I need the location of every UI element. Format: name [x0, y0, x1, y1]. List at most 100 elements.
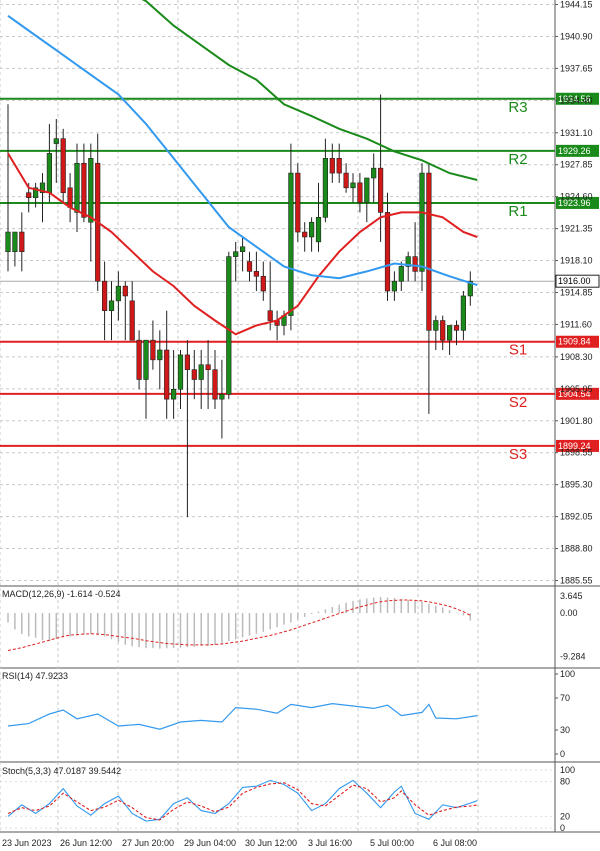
time-tick-label: 26 Jun 12:00 [60, 838, 112, 848]
candle-body [308, 221, 315, 238]
candle-body [19, 231, 25, 253]
candle-body [322, 158, 329, 218]
level-price-tag [556, 92, 599, 105]
candle-body [412, 256, 418, 272]
candle-body [115, 285, 121, 302]
price-candles [5, 94, 473, 518]
candle-body [433, 320, 439, 331]
candle-body [143, 339, 149, 380]
rsi-title: RSI(14) 47.9233 [2, 671, 68, 681]
candle-body [67, 187, 73, 208]
time-tick-label: 29 Jun 04:00 [184, 838, 236, 848]
time-tick-label: 6 Jul 08:00 [433, 838, 477, 848]
level-price-label: 1934.56 [558, 94, 591, 104]
candle-body [453, 325, 460, 331]
candle-body [46, 153, 52, 194]
time-axis: 23 Jun 2023 26 Jun 12:00 27 Jun 20:00 29 Ju… [2, 838, 477, 848]
level-price-label: 1929.26 [558, 146, 591, 156]
level-name-r3: R3 [508, 99, 527, 116]
stoch-panel: 100 80 20 0 [0, 765, 575, 833]
macd-tick-label: 0.00 [560, 608, 578, 618]
candle-body [150, 339, 156, 361]
candle-body [398, 266, 404, 282]
price-tick-label: 1914.85 [560, 288, 593, 298]
macd-title: MACD(12,26,9) -1.614 -0.524 [2, 589, 121, 599]
price-tick-label: 1931.10 [560, 128, 593, 138]
price-tick-label: 1905.05 [560, 384, 593, 394]
price-tick-label: 1911.60 [560, 319, 592, 329]
price-tick-label: 1892.05 [560, 512, 593, 522]
candle-body [74, 162, 80, 213]
candle-body [205, 364, 211, 370]
level-price-label: 1904.54 [558, 389, 591, 399]
candle-body [81, 162, 87, 218]
candle-body [184, 354, 191, 370]
price-tick-label: 1927.85 [560, 160, 593, 170]
price-tick-label: 1901.80 [560, 416, 593, 426]
moving-average-lines [7, 0, 478, 336]
level-price-label: 1899.24 [558, 441, 591, 451]
macd-tick-label: -9.284 [560, 652, 586, 662]
candle-body [226, 256, 232, 395]
price-tick-label: 1898.55 [560, 448, 593, 458]
candle-body [460, 295, 467, 331]
candle-body [329, 158, 335, 174]
candle-body [260, 275, 266, 292]
candle-body [136, 339, 142, 380]
candle-body [467, 280, 473, 297]
level-price-label: 1923.96 [558, 198, 591, 208]
stoch-line-d [7, 782, 478, 821]
candle-body [426, 172, 432, 331]
level-name-s3: S3 [509, 446, 527, 463]
candle-body [171, 389, 177, 400]
price-tick-label: 1908.30 [560, 352, 593, 362]
price-tick-label: 1937.65 [560, 63, 593, 73]
time-tick-label: 5 Jul 00:00 [370, 838, 414, 848]
current-price-label: 1916.00 [558, 276, 591, 286]
candle-body [302, 231, 308, 238]
ma-line-ma-medium [7, 14, 478, 287]
time-tick-label: 3 Jul 16:00 [308, 838, 352, 848]
candle-body [12, 231, 18, 253]
candle-body [164, 349, 170, 400]
ma-line-ma-slow [141, 0, 478, 181]
candle-body [336, 158, 342, 174]
candle-body [377, 167, 384, 213]
candle-body [240, 246, 246, 253]
price-tick-label: 1885.55 [560, 576, 593, 586]
candle-body [371, 167, 377, 179]
candle-body [419, 172, 425, 272]
candle-body [198, 364, 204, 380]
stoch-line-k [7, 779, 478, 822]
level-name-r1: R1 [508, 203, 527, 220]
candle-body [219, 393, 225, 400]
candle-body [53, 138, 59, 144]
rsi-line [7, 702, 478, 730]
candle-body [405, 256, 411, 267]
current-price-tag [555, 274, 600, 288]
level-price-tag [556, 387, 599, 400]
candle-body [233, 251, 239, 257]
candle-body [26, 192, 32, 198]
stoch-tick-label: 100 [560, 765, 575, 775]
candle-body [32, 187, 39, 198]
level-price-tag [556, 144, 599, 157]
price-axis: 1944.15 1940.90 1937.65 1934.40 1931.10 1927.… [555, 0, 593, 586]
level-price-tag [556, 196, 599, 209]
candle-body [246, 261, 253, 272]
candle-body [253, 271, 260, 277]
candle-body [446, 325, 453, 341]
candle-body [350, 182, 356, 189]
ma-line-ma-fast [7, 152, 478, 336]
candle-body [129, 300, 135, 341]
candle-body [108, 300, 115, 311]
rsi-tick-label: 30 [560, 725, 570, 735]
candle-body [122, 285, 128, 297]
candle-body [391, 280, 398, 292]
candle-body [357, 182, 363, 203]
stoch-tick-label: 20 [560, 811, 570, 821]
price-tick-label: 1934.40 [560, 95, 593, 105]
level-price-label: 1909.84 [558, 337, 591, 347]
level-price-tag [556, 335, 599, 348]
